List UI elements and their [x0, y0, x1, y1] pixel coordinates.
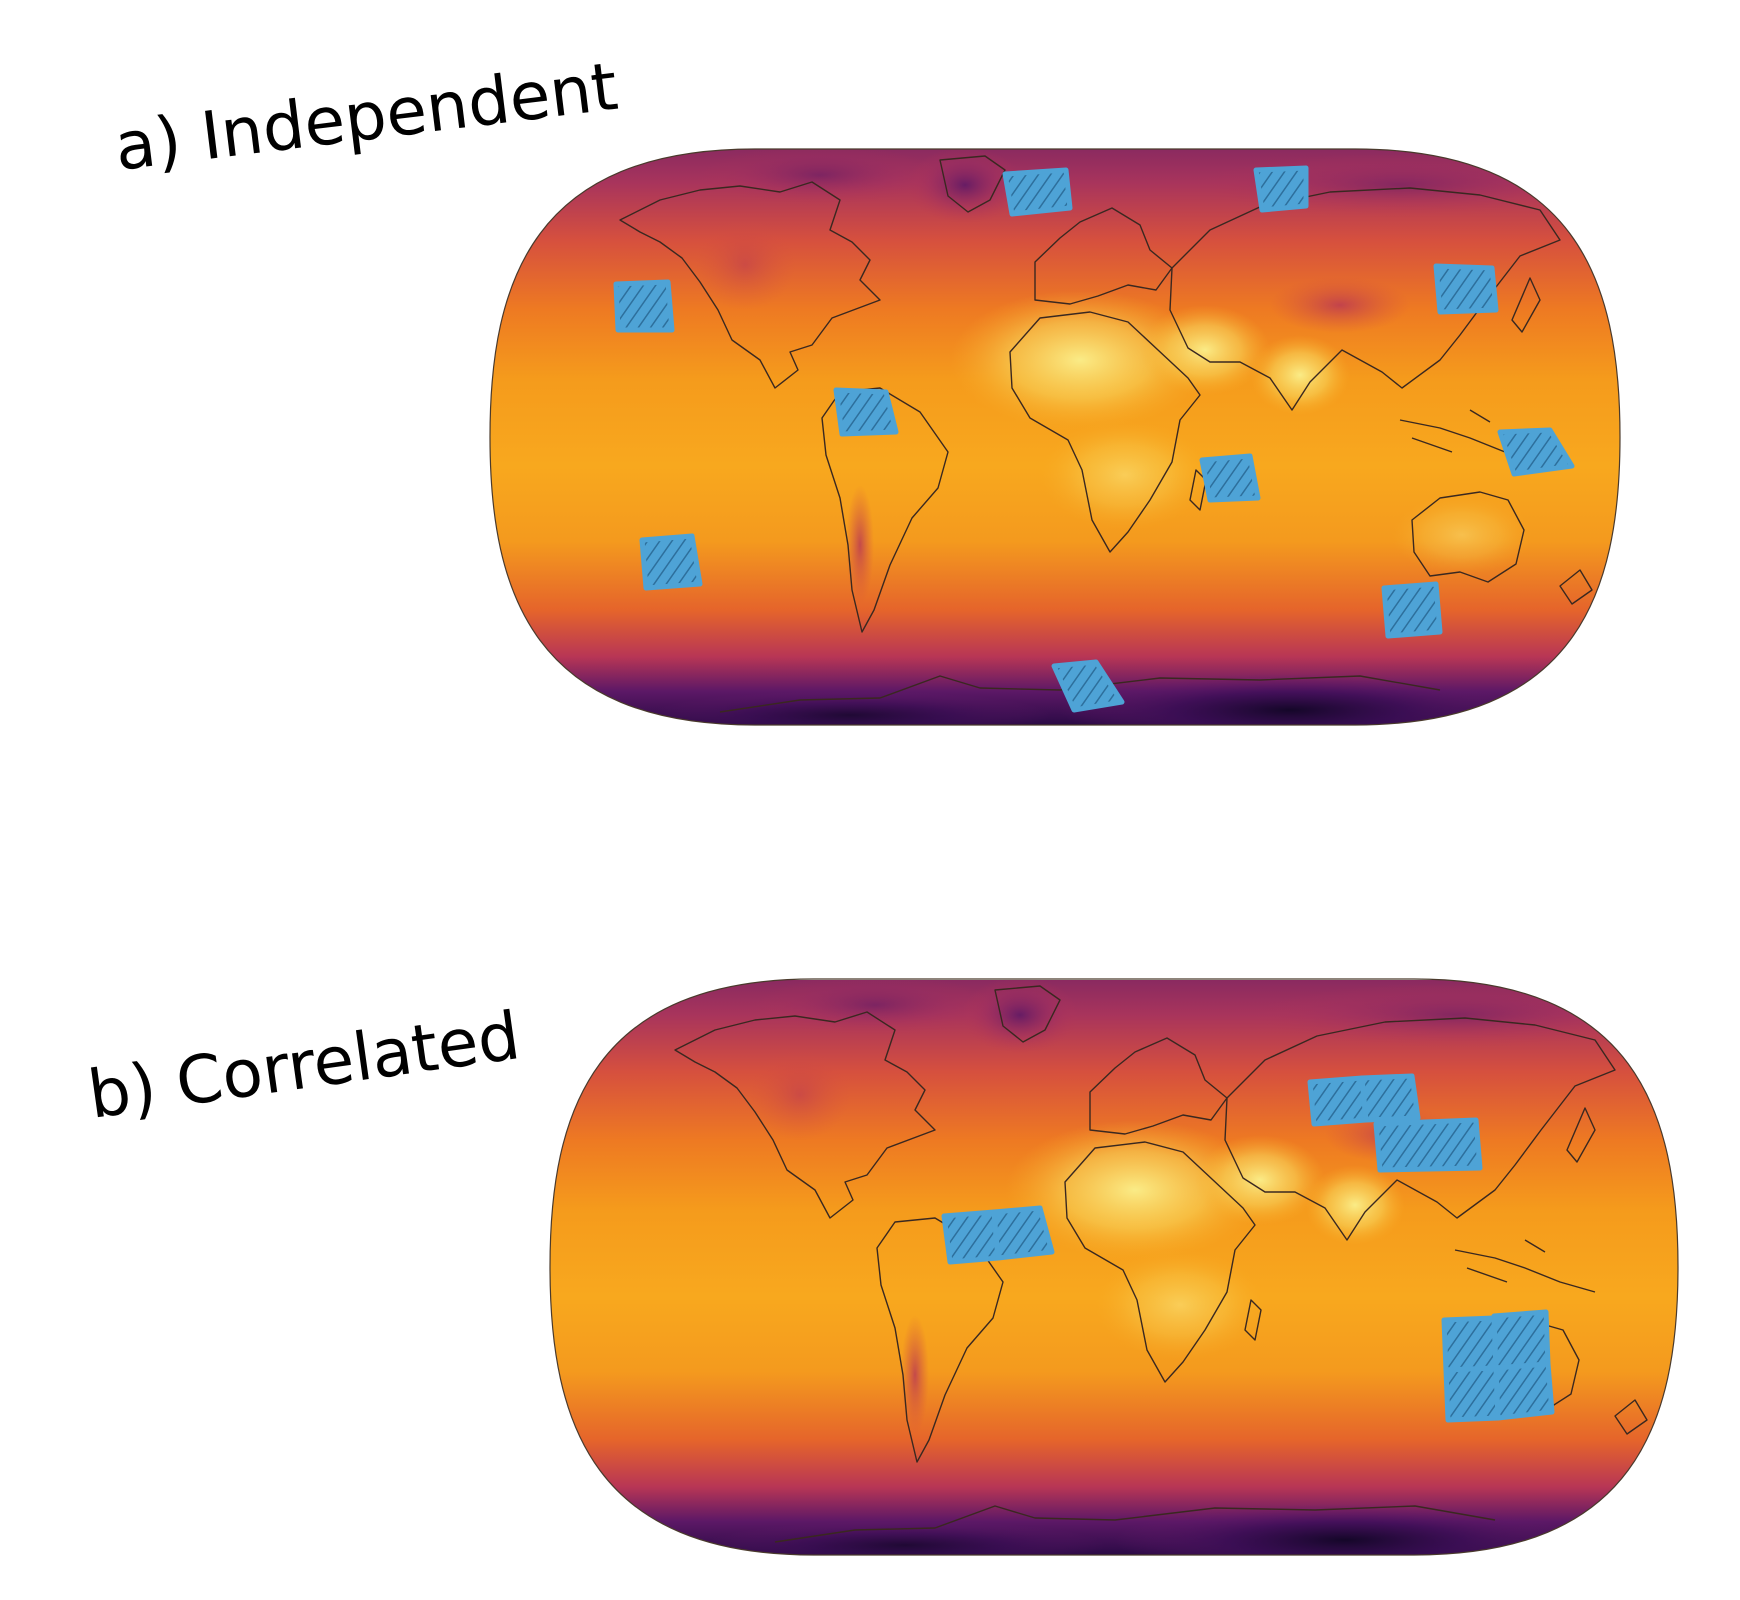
panel-a-coast-north-america: [619, 181, 881, 389]
patch-southern-indian-ocean: [1381, 581, 1443, 639]
panel-a-coast-australia: [1411, 491, 1525, 583]
panel-a: a) Independent: [111, 48, 1621, 726]
patch-madagascar: [1199, 453, 1261, 503]
patch-tropical-atlantic-west: [941, 1209, 1001, 1265]
panel-b-greenland-cold: [962, 979, 1078, 1053]
panel-a-coast-africa: [1009, 311, 1201, 553]
panel-b-map: [550, 979, 1678, 1555]
panel-a-africa-heat: [1040, 420, 1210, 530]
panel-a-coastlines: [619, 155, 1593, 713]
panel-a-coast-greenland: [939, 155, 1006, 213]
panel-a-sahara-heat: [950, 290, 1210, 430]
panel-b-arabia-heat: [1195, 1135, 1325, 1225]
patch-central-asia-east: [1359, 1073, 1421, 1123]
panel-b-coast-europe: [1089, 1037, 1228, 1135]
panel-b-label: b) Correlated: [84, 997, 525, 1134]
panel-a-label: a) Independent: [111, 48, 622, 186]
patch-east-asia-south: [1373, 1117, 1483, 1173]
panel-b-coast-antarctica: [774, 1505, 1496, 1543]
panel-a-rockies-cold: [695, 220, 795, 310]
panel-b-coast-africa: [1064, 1141, 1256, 1383]
panel-a-australia-heat: [1392, 495, 1532, 575]
panel-b-coast-greenland: [994, 985, 1061, 1043]
panel-b-patches: [941, 1073, 1555, 1423]
panel-a-greenland-cold: [907, 149, 1023, 223]
panel-a-map: [490, 149, 1620, 725]
panel-b-temperature-field: [550, 980, 1678, 1555]
patch-tropical-atlantic-east: [991, 1205, 1055, 1261]
panel-a-arabia-heat: [1140, 305, 1270, 395]
patch-australia-ne: [1491, 1309, 1551, 1371]
panel-b-arctic-canada-cold: [755, 979, 995, 1035]
panel-b-coast-japan: [1566, 1107, 1596, 1163]
panel-a-map-outline: [489, 148, 1621, 726]
panel-a-temperature-field: [490, 149, 1620, 725]
panel-a-andes-cold: [846, 485, 874, 605]
panel-b-india-heat: [1305, 1165, 1405, 1245]
panel-a-coast-europe: [1034, 207, 1173, 305]
patch-greenland-sea: [1002, 167, 1073, 217]
patch-siberia: [1253, 165, 1309, 213]
panel-b: b) Correlated: [84, 978, 1679, 1556]
patch-antarctica: [1051, 659, 1125, 713]
panel-a-coast-new-zealand: [1559, 569, 1593, 605]
panel-b-africa-heat: [1095, 1250, 1265, 1360]
patch-northeast-pacific: [613, 279, 675, 333]
patch-southeast-pacific: [639, 533, 703, 591]
panel-a-india-heat: [1250, 335, 1350, 415]
patch-central-asia-west: [1307, 1075, 1369, 1127]
panel-b-map-outline: [549, 978, 1679, 1556]
panel-a-coast-madagascar: [1189, 469, 1207, 511]
panel-b-coast-new-zealand: [1614, 1399, 1648, 1435]
panel-a-coast-japan: [1511, 277, 1541, 333]
patch-australia-sw: [1443, 1365, 1501, 1423]
panel-b-coast-maritime: [1454, 1239, 1596, 1293]
panel-a-coast-south-america: [821, 387, 949, 633]
patch-australia-nw: [1441, 1315, 1499, 1373]
panel-b-andes-cold: [901, 1315, 929, 1435]
panel-b-coast-asia: [1224, 1017, 1616, 1241]
panel-b-sahara-heat: [1005, 1120, 1265, 1260]
panel-b-coast-north-america: [674, 1011, 936, 1219]
panel-a-patches: [613, 165, 1575, 713]
panel-a-tibet-cold: [1270, 277, 1410, 333]
patch-maritime-continent: [1497, 427, 1575, 477]
panel-a-coast-asia: [1169, 187, 1561, 411]
panel-b-coast-madagascar: [1244, 1299, 1262, 1341]
patch-northern-south-america: [833, 387, 899, 437]
panel-a-antarctica-west-cold: [650, 691, 1050, 725]
panel-b-antarctica-cold: [1115, 1504, 1575, 1555]
panel-b-rockies-cold: [750, 1050, 850, 1140]
panel-a-antarctica-cold: [1060, 674, 1520, 725]
patch-australia-se: [1493, 1361, 1555, 1421]
panel-a-coast-antarctica: [719, 675, 1441, 713]
panel-a-arctic-canada-cold: [700, 149, 940, 205]
panel-b-antarctica-west-cold: [705, 1521, 1105, 1555]
patch-east-asia: [1433, 263, 1499, 315]
